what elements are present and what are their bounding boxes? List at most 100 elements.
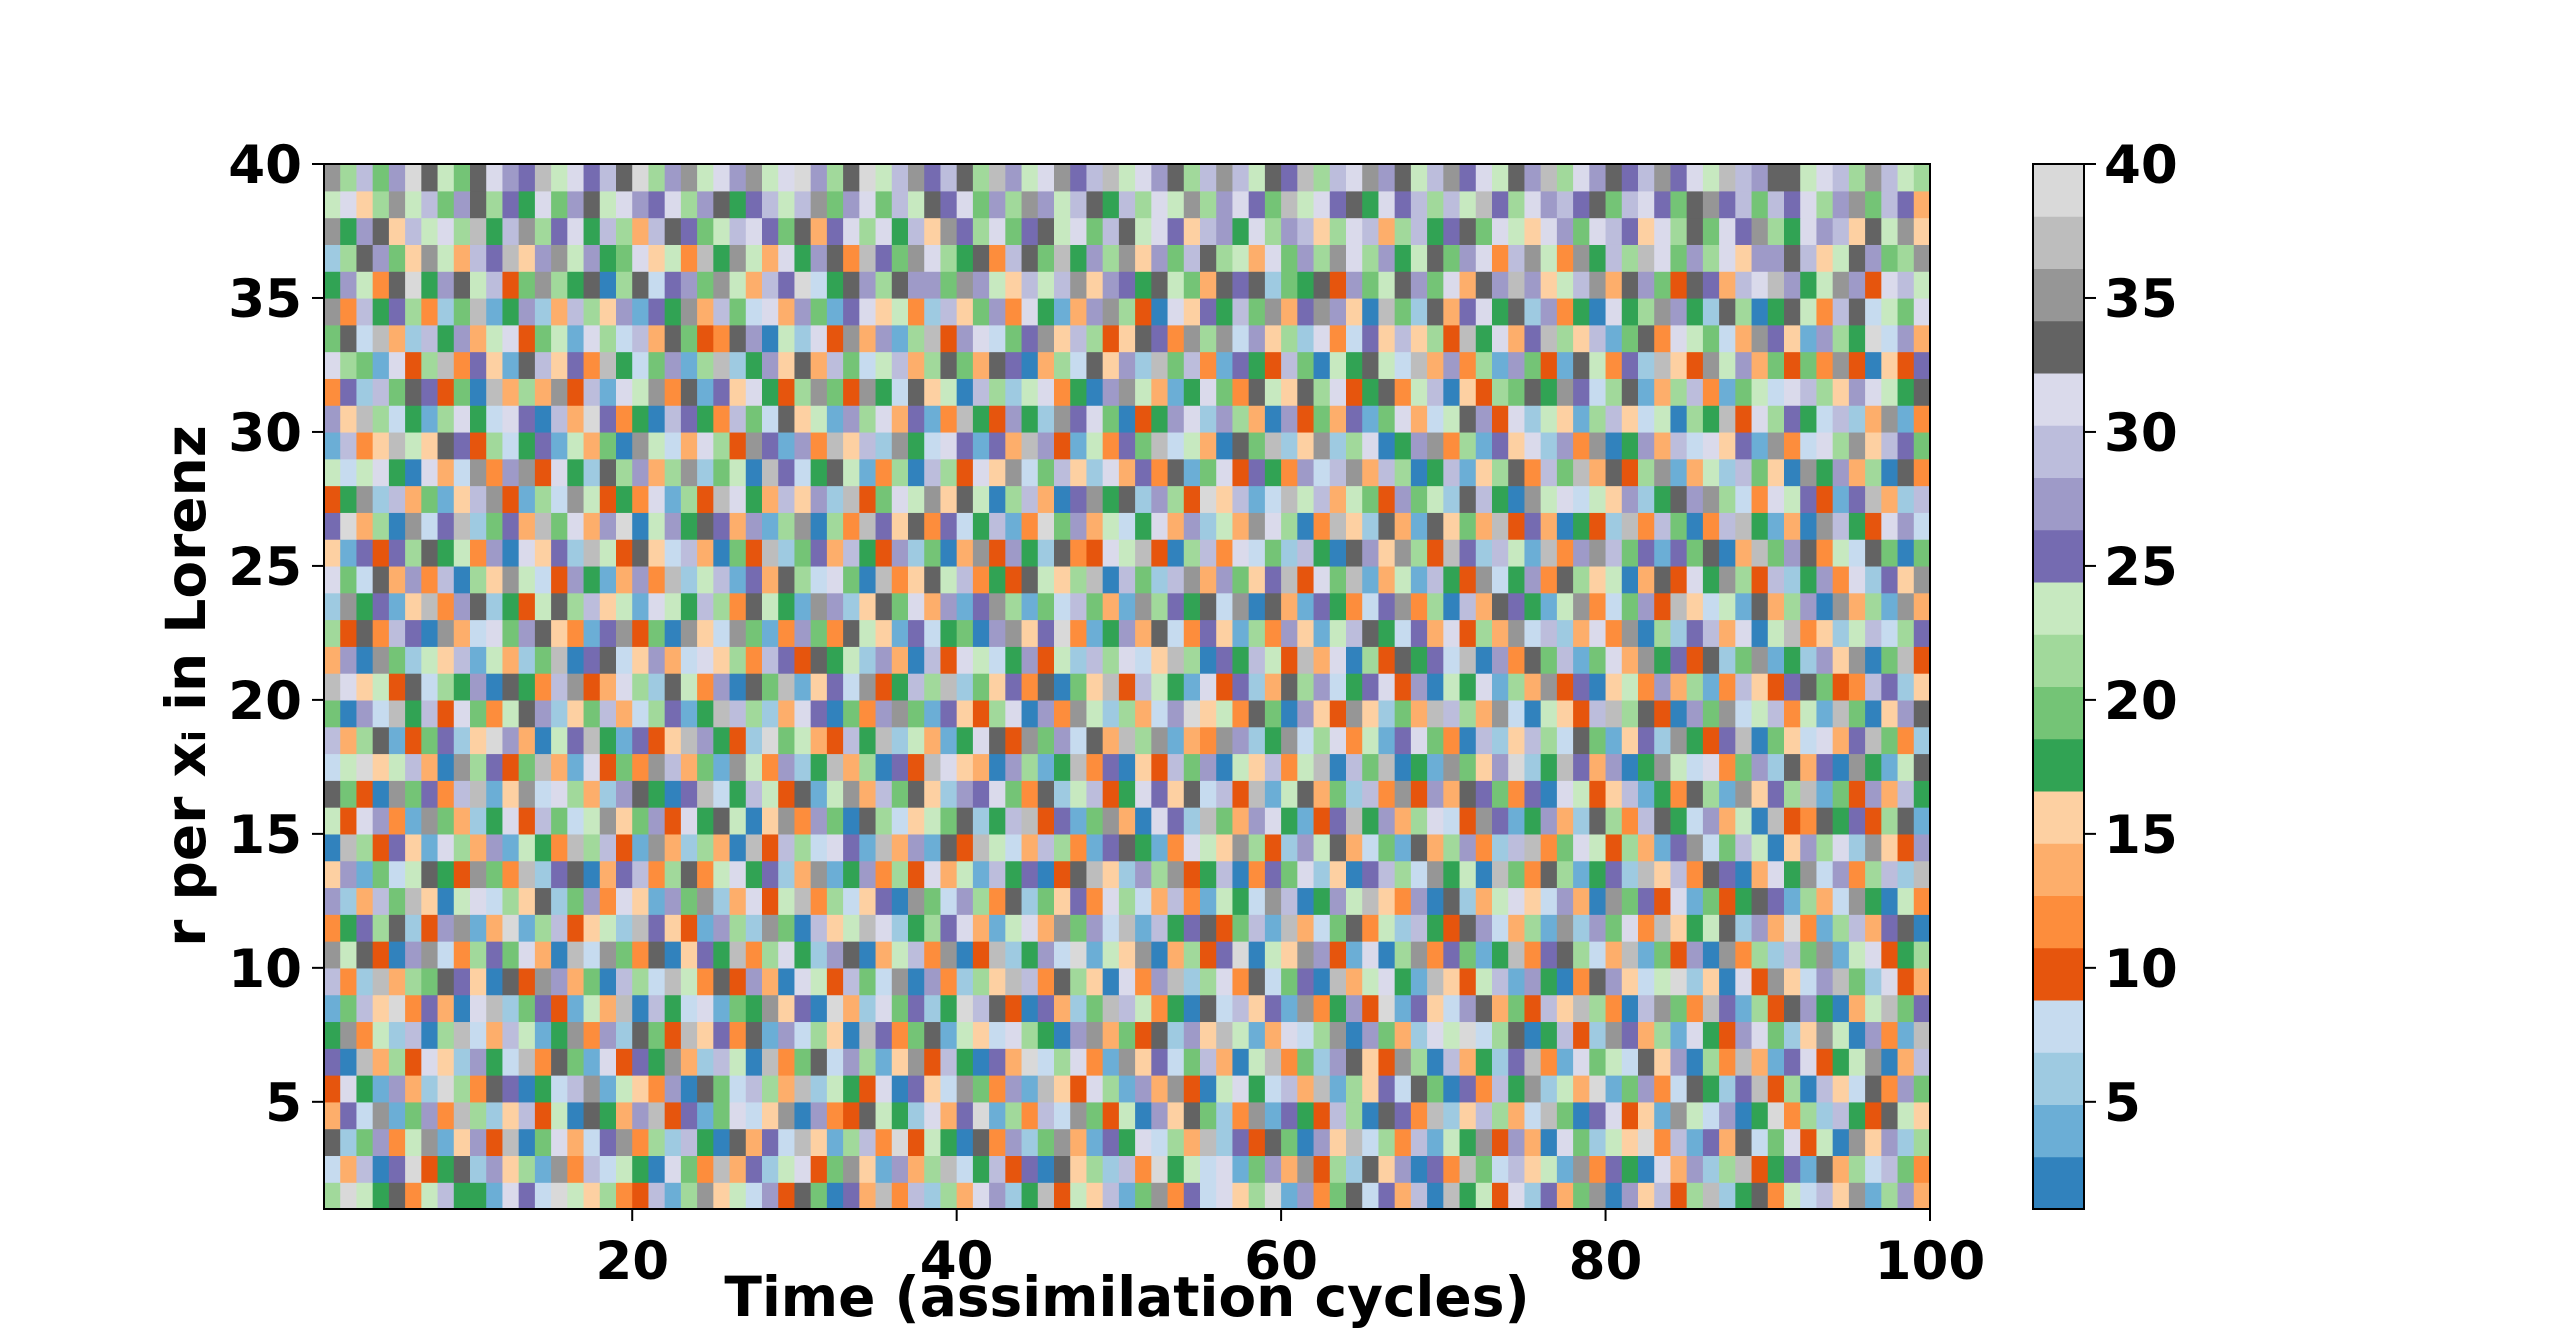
cell [1167, 753, 1185, 781]
cell [599, 512, 617, 540]
cell [372, 860, 390, 889]
cell [1540, 592, 1558, 621]
cell [1102, 699, 1120, 728]
cell [1054, 351, 1071, 379]
cell [1427, 914, 1444, 942]
cell [486, 378, 504, 406]
cell [956, 914, 974, 942]
cell [567, 539, 585, 567]
cell [891, 833, 909, 862]
colorbar-segment [2033, 686, 2084, 740]
cell [875, 1101, 893, 1130]
cell [729, 1182, 747, 1210]
cell [1313, 1155, 1331, 1183]
cell [437, 914, 455, 942]
cell [1621, 324, 1639, 353]
cell [826, 190, 844, 219]
cell [713, 753, 731, 781]
cell [908, 994, 925, 1023]
cell [372, 833, 390, 862]
cell [486, 1182, 504, 1210]
cell [1654, 1048, 1672, 1076]
cell [972, 297, 990, 326]
cell [1605, 780, 1623, 808]
cell [405, 673, 422, 701]
cell [697, 646, 714, 674]
cell [502, 1048, 520, 1076]
cell [340, 1182, 358, 1210]
cell [680, 1128, 698, 1157]
cell [1362, 565, 1380, 594]
cell [1232, 1101, 1250, 1130]
cell [713, 914, 731, 942]
cell [794, 1182, 812, 1210]
cell [1654, 619, 1672, 647]
cell [583, 1128, 601, 1157]
cell [1313, 1128, 1331, 1157]
cell [632, 1128, 650, 1157]
cell [1556, 351, 1574, 379]
cell [470, 217, 487, 245]
cell [1005, 244, 1023, 272]
cell [518, 1075, 536, 1103]
cell [1394, 646, 1412, 674]
cell [1297, 405, 1315, 433]
cell [1264, 324, 1282, 353]
cell [1508, 753, 1526, 781]
cell [1362, 914, 1380, 942]
cell [1767, 458, 1785, 487]
cell [583, 646, 601, 674]
cell [891, 699, 909, 728]
cell [632, 1048, 650, 1076]
cell [810, 431, 828, 460]
cell [1216, 1021, 1234, 1049]
cell [1848, 726, 1866, 755]
cell [1070, 271, 1088, 299]
cell [372, 887, 390, 915]
cell [1848, 941, 1866, 969]
x-tick-label: 100 [1875, 1231, 1986, 1292]
cell [1297, 967, 1315, 996]
cell [1556, 941, 1574, 969]
cell [1719, 941, 1736, 969]
cell [1264, 431, 1282, 460]
cell [1118, 807, 1136, 835]
cell [1362, 458, 1380, 487]
cell [518, 190, 536, 219]
cell [1362, 271, 1380, 299]
y-tick-label: 20 [228, 671, 302, 732]
cell [372, 164, 390, 192]
cell [1719, 646, 1736, 674]
cell [1200, 1048, 1217, 1076]
cell [1459, 565, 1477, 594]
cell [1816, 1128, 1834, 1157]
cell [1346, 297, 1363, 326]
cell [1540, 485, 1558, 513]
cell [940, 726, 958, 755]
cell [1913, 378, 1931, 406]
cell [1702, 324, 1720, 353]
cell [908, 592, 925, 621]
cell [324, 565, 341, 594]
cell [1362, 431, 1380, 460]
cell [940, 807, 958, 835]
cell [762, 726, 779, 755]
cell [1751, 753, 1769, 781]
cell [1054, 565, 1071, 594]
cell [680, 699, 698, 728]
cell [1070, 807, 1088, 835]
cell [405, 699, 422, 728]
cell [437, 1101, 455, 1130]
cell [1475, 914, 1493, 942]
cell [599, 324, 617, 353]
cell [1475, 592, 1493, 621]
cell [859, 164, 877, 192]
cell [1816, 297, 1834, 326]
cell [972, 164, 990, 192]
cell [1443, 887, 1461, 915]
cell [680, 1075, 698, 1103]
cell [875, 673, 893, 701]
cell [1378, 941, 1396, 969]
cell [1102, 941, 1120, 969]
cell [1605, 753, 1623, 781]
